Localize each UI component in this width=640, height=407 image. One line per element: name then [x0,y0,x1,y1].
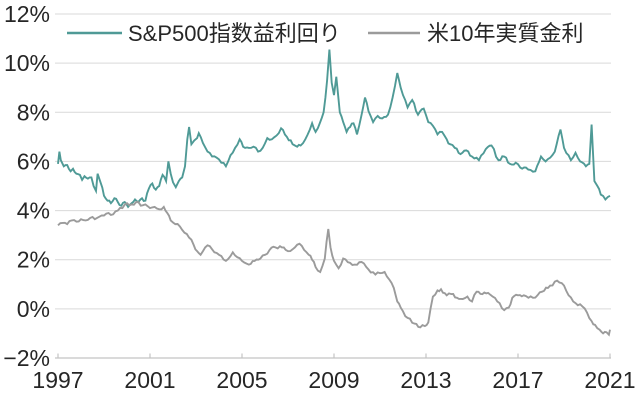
y-tick-label: 4% [17,198,50,224]
x-tick-label: 2017 [492,367,543,393]
legend-label-sp500: S&P500指数益利回り [128,21,341,46]
x-tick-label: 2001 [124,367,175,393]
y-tick-label: 2% [17,247,50,273]
y-axis-labels: 12% 10% 8% 6% 4% 2% 0% −2% [3,1,50,371]
x-tick-label: 2021 [584,367,635,393]
x-tick-label: 2005 [216,367,267,393]
y-tick-label: 8% [17,99,50,125]
x-tick-label: 2009 [308,367,359,393]
legend-label-real-rate: 米10年実質金利 [427,21,583,46]
x-tick-label: 2013 [400,367,451,393]
y-tick-label: −2% [3,345,50,371]
y-tick-label: 0% [17,296,50,322]
gridlines [55,13,611,310]
x-tick-label: 1997 [32,367,83,393]
sp500-earnings-yield-line [57,49,611,209]
y-tick-label: 6% [17,148,50,174]
x-axis [55,353,611,359]
legend: S&P500指数益利回り 米10年実質金利 [67,21,583,46]
y-tick-label: 12% [4,1,50,27]
x-axis-labels: 1997 2001 2005 2009 2013 2017 2021 [32,367,635,393]
us-10y-real-rate-line [57,201,611,337]
y-tick-label: 10% [4,50,50,76]
